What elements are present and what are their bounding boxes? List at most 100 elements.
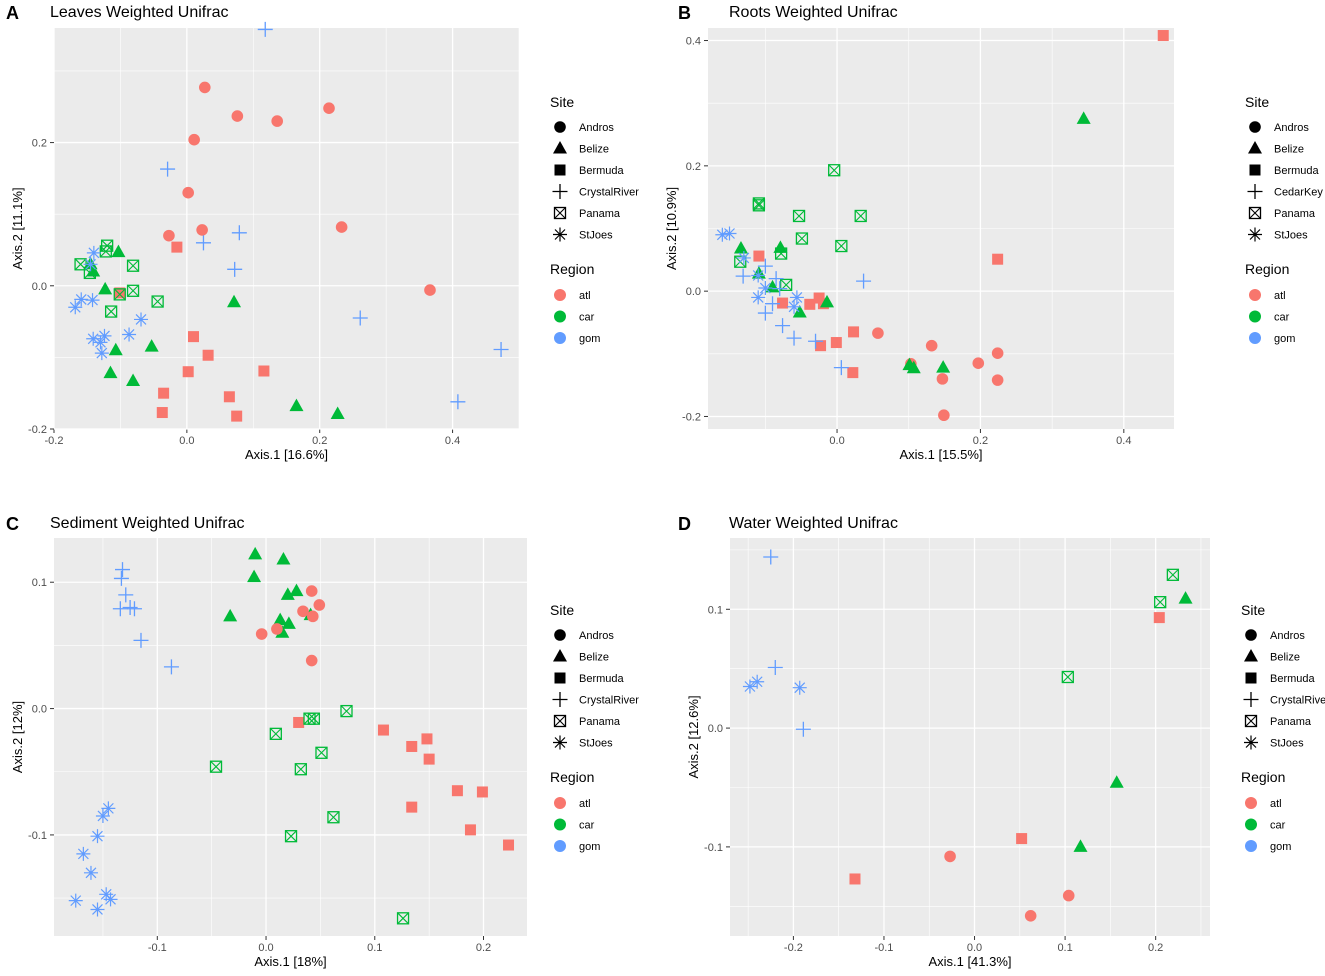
legend-label-site: StJoes xyxy=(1274,230,1308,242)
legend-label-region: atl xyxy=(1274,290,1286,302)
data-point-car-triangle xyxy=(330,406,345,419)
data-point-gom-star xyxy=(83,865,98,880)
data-point-gom-star xyxy=(68,893,83,908)
legend-label-region: gom xyxy=(579,841,600,853)
data-point-gom-plus xyxy=(856,273,872,289)
panel-A: A Leaves Weighted Unifrac -0.2 0.0 0.2 0.4 -… xyxy=(0,0,662,488)
data-point-gom-plus xyxy=(231,225,247,241)
data-point-car-boxx xyxy=(1154,596,1167,609)
y-tick-label: 0.0 xyxy=(32,704,47,716)
data-point-atl-circle xyxy=(255,628,268,640)
legend-key-site xyxy=(1248,227,1262,242)
legend-label-site: Andros xyxy=(1270,630,1305,642)
x-tick-label: -0.1 xyxy=(874,942,893,954)
data-point-car-triangle xyxy=(126,373,141,387)
data-point-car-boxx xyxy=(294,763,307,776)
legend-key-region xyxy=(554,818,566,831)
panel-letter: A xyxy=(6,3,19,23)
x-tick-label: 0.2 xyxy=(1148,942,1163,954)
plot-background xyxy=(54,28,519,429)
data-point-gom-star xyxy=(722,226,737,241)
x-tick-label: 0.2 xyxy=(312,435,327,447)
data-point-gom-star xyxy=(751,290,766,305)
legend-label-site: CedarKey xyxy=(1274,187,1323,199)
legend-label-site: Bermuda xyxy=(579,673,625,685)
data-point-car-triangle xyxy=(108,342,123,356)
data-point-car-boxx xyxy=(113,288,126,301)
data-point-atl-square xyxy=(223,391,235,403)
legend-key-site xyxy=(553,141,567,154)
data-point-car-triangle xyxy=(247,569,262,583)
legend-title-site: Site xyxy=(1241,602,1265,618)
y-axis-label: Axis.2 [10.9%] xyxy=(664,187,679,270)
data-point-atl-circle xyxy=(991,347,1004,359)
legend-label-region: gom xyxy=(1270,841,1291,853)
data-point-car-boxx xyxy=(327,811,340,824)
data-point-car-triangle xyxy=(227,294,242,308)
data-point-gom-star xyxy=(76,846,91,861)
legend-key-region xyxy=(554,797,566,809)
x-tick-label: -0.2 xyxy=(45,435,64,447)
legend-key-region xyxy=(1249,332,1261,344)
data-point-gom-plus xyxy=(450,394,466,410)
data-point-atl-square xyxy=(423,753,435,765)
plot-background xyxy=(54,538,527,936)
data-point-gom-plus xyxy=(113,570,129,586)
data-point-gom-plus xyxy=(195,235,211,251)
data-point-atl-circle xyxy=(305,654,318,667)
data-point-gom-plus xyxy=(257,21,273,37)
data-point-atl-square xyxy=(830,337,842,349)
legend-label-site: StJoes xyxy=(579,738,613,750)
data-point-atl-circle xyxy=(925,339,938,352)
legend-label-region: car xyxy=(1270,820,1286,832)
y-tick-label: 0.0 xyxy=(32,281,47,293)
data-point-atl-square xyxy=(406,740,418,752)
data-point-car-triangle xyxy=(223,608,238,622)
data-point-car-boxx xyxy=(269,727,282,740)
legend-title-region: Region xyxy=(550,261,594,277)
legend-label-region: car xyxy=(579,312,595,324)
legend-key-site xyxy=(1245,672,1257,684)
y-tick-label: 0.1 xyxy=(32,577,47,589)
data-point-atl-circle xyxy=(198,81,211,94)
data-point-gom-plus xyxy=(227,261,243,277)
panel-letter: B xyxy=(678,3,691,23)
legend-label-site: Andros xyxy=(579,630,614,642)
data-point-atl-square xyxy=(777,297,789,309)
data-point-atl-circle xyxy=(297,605,309,618)
data-point-atl-square xyxy=(847,367,859,379)
legend-key-site xyxy=(1249,121,1261,133)
data-point-atl-square xyxy=(406,801,418,813)
data-point-car-boxx xyxy=(126,284,140,297)
data-point-gom-star xyxy=(68,300,83,315)
data-point-atl-square xyxy=(1016,833,1028,845)
x-tick-label: 0.4 xyxy=(1116,435,1131,447)
chart-title: Leaves Weighted Unifrac xyxy=(50,4,229,21)
data-point-car-boxx xyxy=(284,830,298,843)
y-tick-label: -0.1 xyxy=(28,830,47,842)
data-point-gom-star xyxy=(86,331,101,346)
data-point-atl-square xyxy=(171,241,183,253)
data-point-car-boxx xyxy=(315,746,328,759)
data-point-atl-square xyxy=(813,292,825,304)
data-point-gom-star xyxy=(751,268,766,283)
data-point-gom-star xyxy=(715,227,730,242)
legend-key-site xyxy=(553,227,567,242)
data-point-atl-circle xyxy=(305,585,318,597)
data-point-car-boxx xyxy=(99,245,112,258)
data-point-atl-square xyxy=(158,387,170,399)
x-tick-label: -0.2 xyxy=(784,942,803,954)
data-point-atl-circle xyxy=(972,357,985,370)
y-axis-label: Axis.2 [12.6%] xyxy=(686,695,701,778)
data-point-car-triangle xyxy=(275,625,290,638)
data-point-gom-plus xyxy=(122,599,138,615)
data-point-atl-square xyxy=(1153,612,1165,624)
data-point-gom-star xyxy=(86,245,101,260)
legend-label-region: atl xyxy=(1270,798,1282,810)
legend-key-site xyxy=(1248,206,1262,220)
data-point-gom-plus xyxy=(833,360,849,376)
data-point-car-boxx xyxy=(340,704,353,718)
data-point-gom-plus xyxy=(118,587,134,603)
legend-key-region xyxy=(554,289,566,301)
legend-label-region: atl xyxy=(579,290,591,302)
